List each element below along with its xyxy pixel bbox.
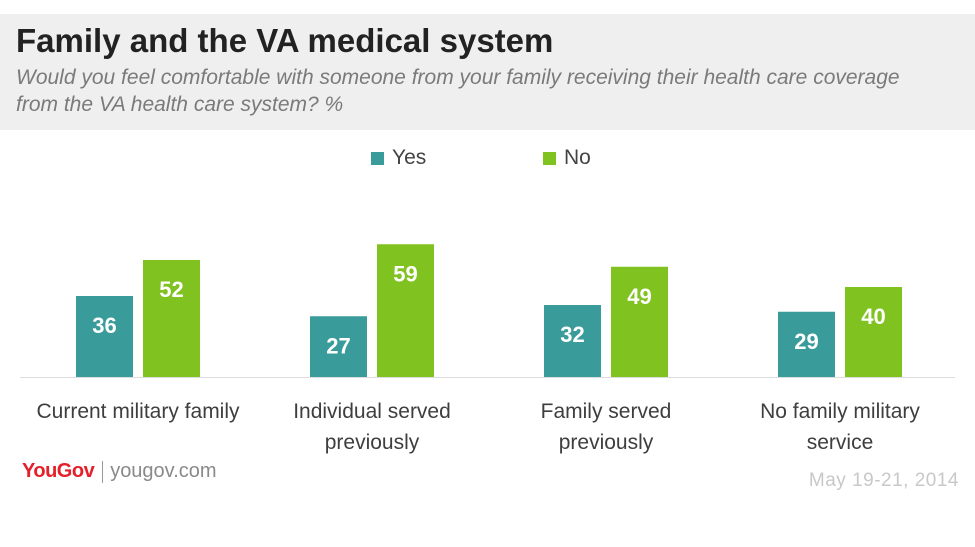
survey-date: May 19-21, 2014	[808, 470, 959, 491]
yougov-logo-mark: YouGov	[22, 460, 95, 482]
category-label-2: Individual served previously	[293, 400, 451, 454]
bar-chart: 36 52 Current military family 27 59 Individua…	[20, 244, 955, 454]
bar-no-1	[143, 260, 200, 377]
data-label-yes-3: 32	[560, 322, 584, 347]
data-label-yes-1: 36	[92, 313, 116, 338]
legend-label-yes: Yes	[392, 146, 427, 169]
yougov-url: yougov.com	[110, 460, 217, 482]
logo-separator	[102, 460, 104, 483]
category-label-4: No family military service	[760, 400, 920, 454]
data-label-yes-2: 27	[326, 333, 350, 358]
bar-yes-1	[76, 296, 133, 377]
data-label-no-2: 59	[393, 261, 417, 286]
legend-item-yes: Yes	[371, 146, 426, 170]
data-label-no-3: 49	[627, 284, 651, 309]
bar-no-3	[611, 266, 668, 377]
chart-title: Family and the VA medical system	[16, 22, 554, 59]
legend-swatch-yes	[371, 151, 384, 165]
legend-label-no: No	[564, 146, 591, 169]
bar-no-4	[845, 287, 902, 377]
chart-subtitle: Would you feel comfortable with someone …	[16, 66, 900, 116]
bar-yes-2	[310, 316, 367, 377]
bar-no-2	[377, 244, 434, 377]
data-label-no-1: 52	[159, 277, 183, 302]
legend-item-no: No	[543, 146, 591, 170]
category-label-3: Family served previously	[541, 400, 672, 454]
yougov-logo: YouGov yougov.com	[22, 460, 217, 483]
data-label-yes-4: 29	[794, 329, 818, 354]
legend-swatch-no	[543, 151, 556, 165]
header-banner: Family and the VA medical system Would y…	[0, 14, 975, 130]
bar-yes-4	[778, 311, 835, 377]
bar-yes-3	[544, 305, 601, 377]
data-label-no-4: 40	[861, 304, 885, 329]
category-label-1: Current military family	[36, 400, 240, 423]
